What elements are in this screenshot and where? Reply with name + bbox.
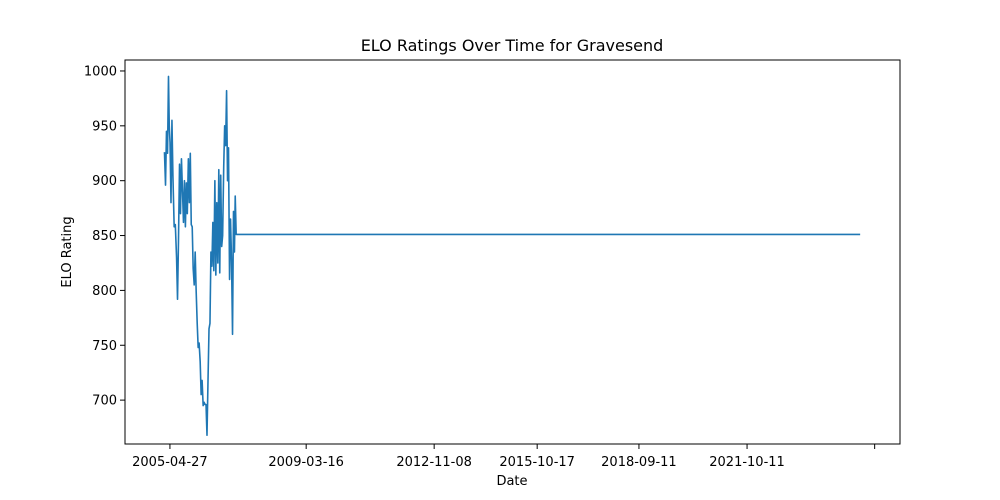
series-line-0 <box>163 75 861 437</box>
y-tick-label: 900 <box>92 174 117 189</box>
x-tick-label: 2015-10-17 <box>499 455 575 470</box>
y-tick-label: 950 <box>92 119 117 134</box>
y-tick-label: 750 <box>92 339 117 354</box>
x-tick-label: 2021-10-11 <box>709 455 785 470</box>
x-axis: 2005-04-27 2009-03-16 2012-11-08 2015-10-17… <box>132 444 876 470</box>
plot-frame <box>124 59 901 445</box>
x-tick-label: 2009-03-16 <box>268 455 344 470</box>
y-tick-label: 800 <box>92 284 117 299</box>
x-axis-title: Date <box>496 474 527 489</box>
y-axis-title: ELO Rating <box>60 216 75 287</box>
y-tick-label: 1000 <box>84 64 117 79</box>
series-line-group <box>163 75 861 437</box>
y-tick-label: 700 <box>92 394 117 409</box>
y-axis: 700 750 800 850 900 950 1000 <box>84 64 125 409</box>
x-tick-label: 2018-09-11 <box>601 455 677 470</box>
y-tick-label: 850 <box>92 229 117 244</box>
x-tick-label: 2012-11-08 <box>396 455 472 470</box>
x-tick-label: 2005-04-27 <box>132 455 208 470</box>
chart-title: ELO Ratings Over Time for Gravesend <box>361 36 664 55</box>
